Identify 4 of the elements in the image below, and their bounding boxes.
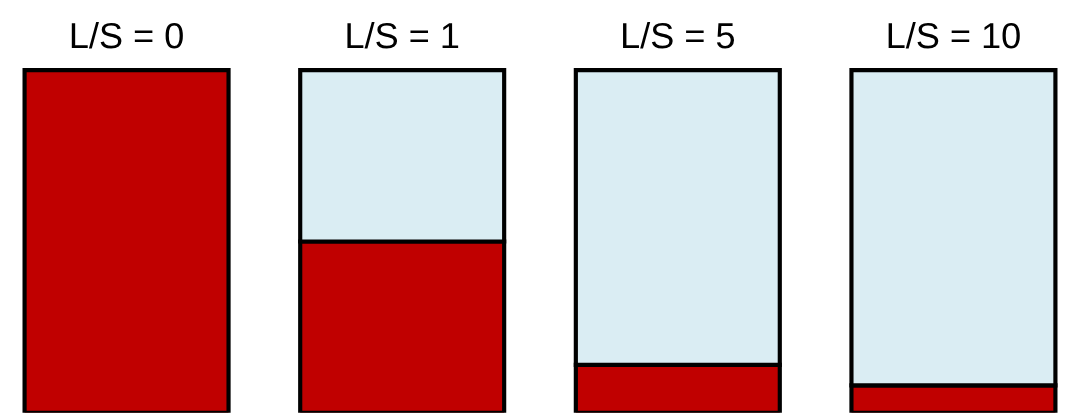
x-tick-label: L/S = 0 <box>71 21 183 49</box>
x-tick-label: L/S = 5 <box>623 21 735 49</box>
x-tick-label: L/S = 1 <box>347 21 459 49</box>
x-tick-label: L/S = 10 <box>888 21 1020 49</box>
